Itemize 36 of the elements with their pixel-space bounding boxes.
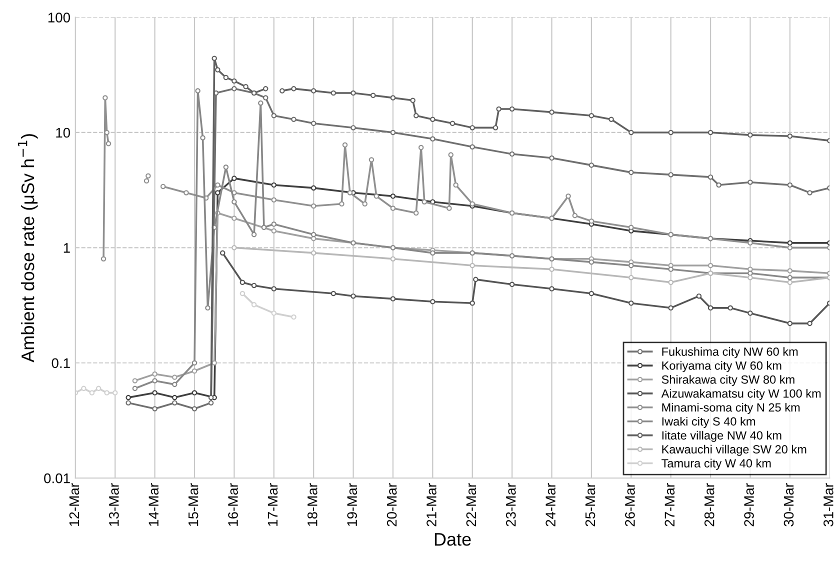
x-tick-label: 13-Mar [109,483,119,526]
legend-label: Shirakawa city SW 80 km [662,375,794,386]
legend-label: Iitate village NW 40 km [662,430,782,442]
x-tick-label: 26-Mar [625,483,635,526]
x-tick-label: 19-Mar [347,483,358,526]
y-axis-title: Ambient dose rate (μSv h$^{−1}$) [18,134,38,362]
y-tick-label: 0.1 [52,358,70,368]
x-tick-label: 18-Mar [307,483,318,526]
x-tick-label: 25-Mar [585,483,596,526]
x-tick-label: 30-Mar [784,483,794,526]
legend-label: Minami-soma city N 25 km [662,402,800,414]
x-axis-title: Date [434,533,471,546]
x-tick-label: 21-Mar [426,483,436,526]
legend-label: Kawauchi village SW 20 km [662,444,806,456]
x-tick-label: 27-Mar [664,483,675,526]
y-tick-label: 0.01 [44,473,70,484]
x-tick-label: 31-Mar [824,483,834,526]
legend-label: Tamura city W 40 km [662,458,771,470]
x-tick-label: 22-Mar [466,483,476,526]
x-tick-label: 24-Mar [546,483,556,526]
y-tick-label: 100 [48,12,70,22]
x-tick-label: 15-Mar [188,483,198,526]
legend-label: Iwaki city S 40 km [662,416,755,428]
x-tick-label: 23-Mar [506,483,516,526]
x-tick-label: 16-Mar [228,483,238,526]
x-tick-label: 14-Mar [148,483,159,526]
x-tick-label: 17-Mar [268,483,278,526]
y-tick-label: 10 [56,128,70,138]
x-tick-label: 20-Mar [386,483,397,526]
x-tick-label: 12-Mar [69,483,80,526]
x-tick-label: 28-Mar [704,483,714,526]
legend-label: Koriyama city W 60 km [662,361,782,372]
legend-label: Aizuwakamatsu city W 100 km [661,389,821,400]
x-tick-label: 29-Mar [744,483,754,526]
legend-label: Fukushima city NW 60 km [662,347,798,358]
y-tick-label: 1 [64,243,70,253]
